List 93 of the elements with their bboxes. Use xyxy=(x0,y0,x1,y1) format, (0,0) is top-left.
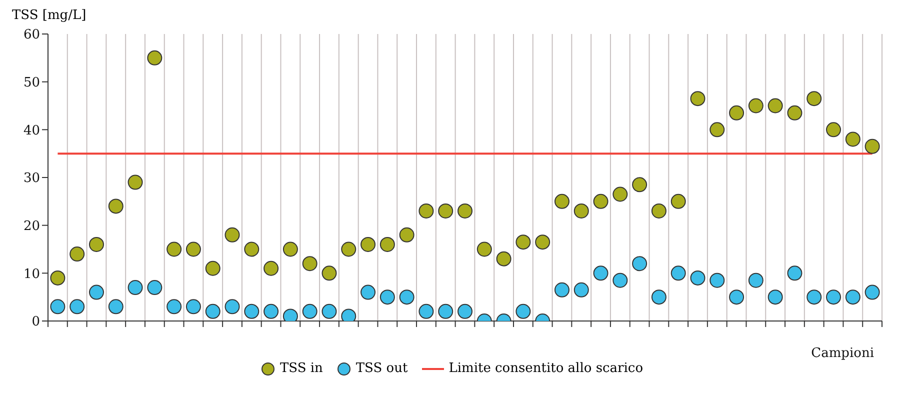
point xyxy=(418,203,434,218)
point xyxy=(438,304,454,319)
point xyxy=(632,177,648,192)
point xyxy=(748,272,764,288)
point xyxy=(147,50,162,66)
point xyxy=(380,236,395,252)
point xyxy=(264,260,279,276)
point xyxy=(593,266,608,281)
y-tick-label: 10 xyxy=(23,266,40,282)
legend-label: TSS in xyxy=(278,361,323,376)
point xyxy=(108,198,124,214)
point xyxy=(864,284,880,300)
y-tick-label: 30 xyxy=(23,171,40,186)
point xyxy=(128,280,143,296)
point xyxy=(166,242,182,257)
point xyxy=(341,242,356,257)
point xyxy=(729,105,744,120)
point xyxy=(418,304,434,319)
point xyxy=(108,299,124,314)
y-tick-label: 50 xyxy=(23,75,40,90)
point xyxy=(380,290,395,305)
point xyxy=(322,304,337,319)
point xyxy=(593,194,608,209)
point xyxy=(806,91,822,106)
x-axis-title: Campioni xyxy=(811,346,874,361)
point xyxy=(88,284,104,300)
point xyxy=(302,304,318,319)
y-axis-title: TSS [mg/L] xyxy=(11,8,88,25)
point xyxy=(244,242,260,257)
point xyxy=(710,122,725,138)
point xyxy=(399,227,414,242)
point xyxy=(399,290,414,305)
point xyxy=(826,290,842,305)
point xyxy=(670,194,686,209)
point xyxy=(264,304,279,319)
point xyxy=(787,266,802,281)
y-tick-label: 60 xyxy=(23,28,40,43)
point xyxy=(458,304,472,319)
point xyxy=(476,242,492,257)
point xyxy=(166,299,182,314)
point xyxy=(322,266,337,281)
point xyxy=(88,236,104,252)
point xyxy=(50,270,66,286)
point xyxy=(787,105,802,120)
point xyxy=(438,203,454,218)
point xyxy=(516,234,531,250)
y-tick-label: 20 xyxy=(23,218,40,234)
point xyxy=(224,227,240,242)
point xyxy=(516,304,531,319)
point xyxy=(186,242,201,257)
point xyxy=(554,194,570,209)
point xyxy=(710,272,725,288)
point xyxy=(612,186,628,202)
point xyxy=(612,272,628,288)
point xyxy=(282,242,298,257)
point xyxy=(574,282,589,298)
point xyxy=(690,91,706,106)
point xyxy=(845,290,860,305)
point xyxy=(496,251,512,266)
point xyxy=(651,203,666,218)
point xyxy=(864,138,880,154)
point xyxy=(768,290,783,305)
point xyxy=(147,280,162,296)
legend-label: TSS out xyxy=(354,361,408,376)
point xyxy=(826,122,842,138)
point xyxy=(360,236,376,252)
point xyxy=(302,256,318,272)
point xyxy=(244,304,260,319)
point xyxy=(186,299,201,314)
point xyxy=(360,284,376,300)
y-tick-label: 40 xyxy=(23,123,40,138)
point xyxy=(574,203,589,218)
point xyxy=(748,98,764,114)
point xyxy=(845,132,860,147)
point xyxy=(729,290,744,305)
point xyxy=(128,174,143,190)
y-tick-label: 0 xyxy=(32,314,40,330)
point xyxy=(768,98,783,114)
point xyxy=(50,299,66,314)
legend-label: Limite consentito allo scarico xyxy=(448,361,644,376)
point xyxy=(70,299,85,314)
point xyxy=(670,266,686,281)
point xyxy=(690,270,706,286)
point xyxy=(205,304,220,319)
point xyxy=(224,299,240,314)
point xyxy=(651,290,666,305)
point xyxy=(554,282,570,298)
point xyxy=(70,246,85,262)
point xyxy=(458,203,472,218)
point xyxy=(205,260,220,276)
point xyxy=(806,290,822,305)
point xyxy=(535,234,550,250)
point xyxy=(632,256,648,272)
